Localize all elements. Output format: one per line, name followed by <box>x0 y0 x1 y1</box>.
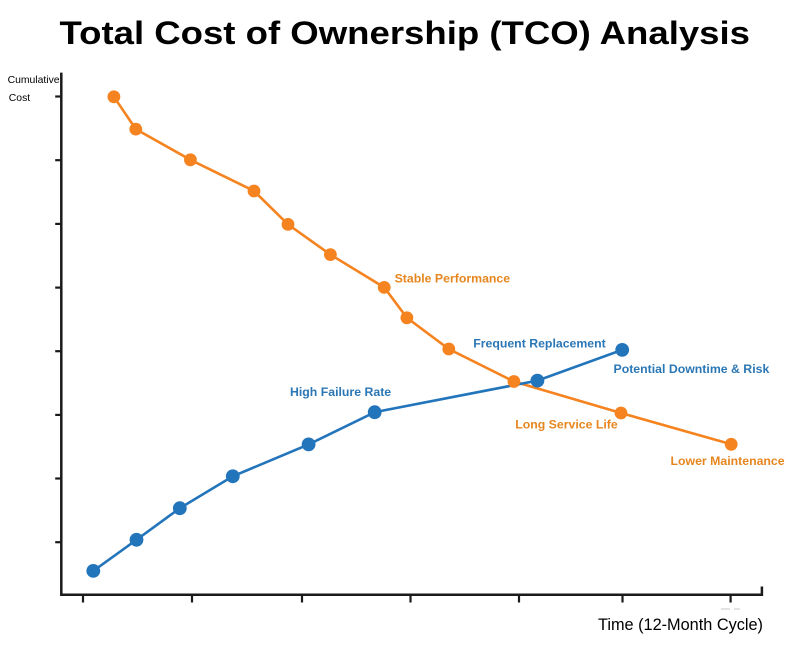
svg-text:Lower Maintenance: Lower Maintenance <box>671 454 785 468</box>
svg-text:High Failure Rate: High Failure Rate <box>290 385 391 399</box>
svg-text:Cost: Cost <box>9 93 30 104</box>
svg-text:Stable Performance: Stable Performance <box>395 271 511 285</box>
svg-text:Time (12-Month Cycle): Time (12-Month Cycle) <box>598 616 763 634</box>
svg-text:Cumulative: Cumulative <box>8 75 60 86</box>
svg-text:Long Service Life: Long Service Life <box>515 418 618 432</box>
svg-text:Potential Downtime & Risk: Potential Downtime & Risk <box>614 362 770 376</box>
svg-text:Total Cost of Ownership (TCO): Total Cost of Ownership (TCO) Analysis <box>60 15 751 51</box>
svg-text:Frequent Replacement: Frequent Replacement <box>473 337 606 351</box>
